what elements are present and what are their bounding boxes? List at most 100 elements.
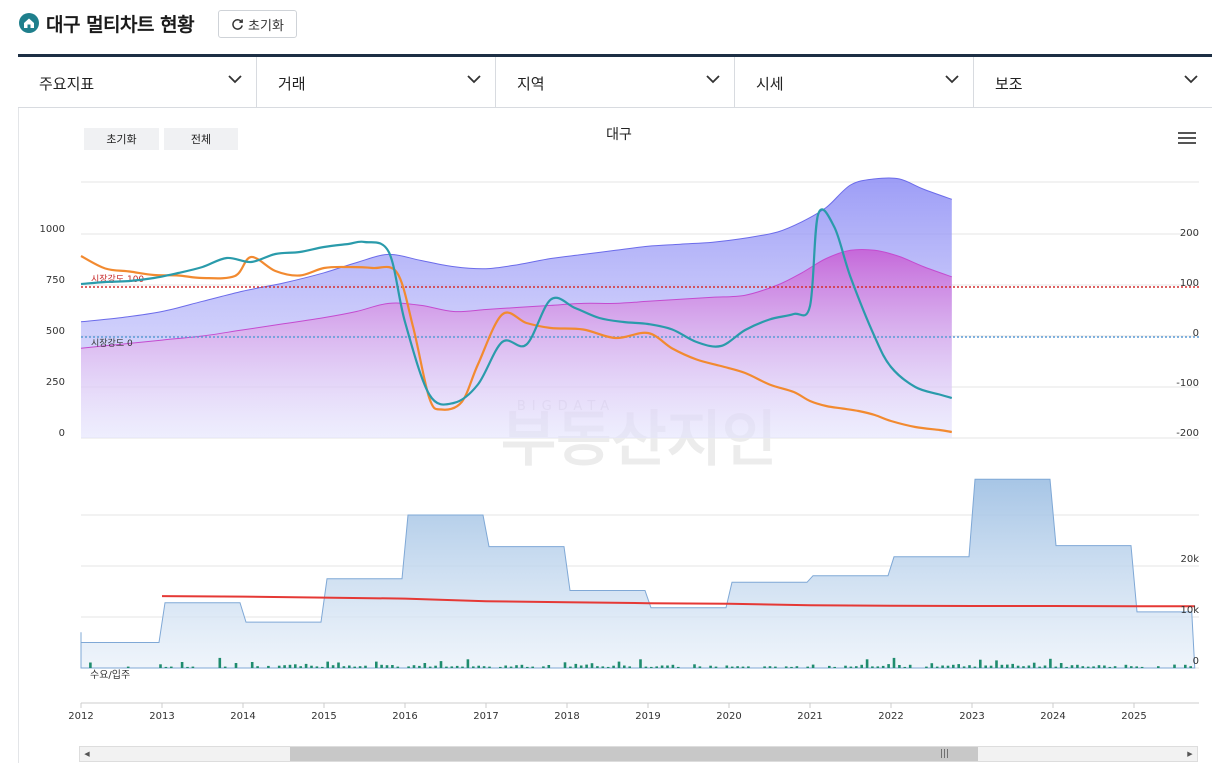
- y-right-tick-label: 100: [1180, 278, 1199, 289]
- tab-label: 보조: [995, 75, 1023, 93]
- refresh-icon: [232, 18, 243, 30]
- monthly-bar: [1113, 666, 1117, 668]
- monthly-bar: [995, 660, 998, 668]
- monthly-bar: [849, 666, 853, 668]
- chart-all-button[interactable]: 전체: [164, 128, 238, 150]
- tab-auxiliary[interactable]: 보조: [974, 57, 1212, 107]
- chart-reset-button[interactable]: 초기화: [84, 128, 159, 150]
- monthly-bar: [795, 666, 799, 668]
- y-right-tick-label: 200: [1180, 228, 1199, 239]
- monthly-bar: [590, 663, 594, 668]
- x-tick-label: 2014: [230, 711, 255, 722]
- monthly-bar: [1011, 663, 1014, 668]
- monthly-bar: [871, 666, 874, 668]
- bottom-y-label: 수요/입주: [90, 668, 130, 681]
- horizontal-scrollbar[interactable]: ◀ ||| ▶: [79, 746, 1198, 762]
- monthly-bar: [650, 666, 653, 668]
- monthly-bar: [828, 665, 831, 668]
- y-left-tick-label: 1000: [40, 224, 65, 235]
- tab-price[interactable]: 시세: [735, 57, 974, 107]
- reset-button[interactable]: 초기화: [218, 10, 297, 38]
- monthly-bar: [865, 659, 869, 668]
- tab-main-indicators[interactable]: 주요지표: [18, 57, 257, 107]
- monthly-bar: [1184, 664, 1187, 668]
- monthly-bar: [186, 666, 189, 668]
- x-tick-label: 2019: [635, 711, 660, 722]
- monthly-bar: [709, 665, 712, 668]
- monthly-bar: [542, 666, 545, 668]
- monthly-bar: [1038, 666, 1041, 668]
- monthly-bar: [1140, 666, 1144, 668]
- x-tick-label: 2023: [959, 711, 984, 722]
- menu-tabs: 주요지표 거래 지역 시세 보조: [18, 57, 1212, 108]
- monthly-bar: [962, 666, 966, 668]
- monthly-bar: [930, 663, 934, 668]
- monthly-bar: [331, 665, 335, 668]
- chevron-down-icon: [228, 75, 242, 84]
- monthly-bar: [574, 663, 578, 668]
- monthly-bar: [358, 666, 362, 668]
- chevron-down-icon: [706, 75, 720, 84]
- scroll-left-button[interactable]: ◀: [84, 750, 90, 758]
- tab-region[interactable]: 지역: [496, 57, 735, 107]
- line-teal: [80, 208, 953, 406]
- monthly-bar: [585, 664, 588, 668]
- monthly-bar: [299, 666, 302, 668]
- monthly-bar: [1070, 665, 1074, 668]
- monthly-bar: [973, 666, 977, 668]
- monthly-bar: [353, 666, 356, 668]
- hamburger-menu-icon[interactable]: [1178, 132, 1196, 146]
- monthly-bar: [170, 666, 173, 668]
- monthly-bar: [315, 666, 319, 668]
- x-tick-label: 2025: [1121, 711, 1146, 722]
- x-tick-label: 2015: [311, 711, 336, 722]
- monthly-bar: [1092, 666, 1095, 668]
- monthly-bar: [288, 664, 292, 668]
- monthly-bar: [472, 666, 475, 668]
- reference-label-100: 시장강도 100: [91, 274, 144, 285]
- monthly-bar: [860, 664, 863, 668]
- x-tick-label: 2018: [554, 711, 579, 722]
- monthly-bar: [461, 666, 464, 668]
- monthly-bar: [639, 659, 642, 668]
- monthly-bar: [887, 664, 890, 668]
- monthly-bar: [509, 666, 513, 668]
- monthly-bar: [499, 666, 502, 668]
- monthly-bar: [191, 666, 195, 668]
- monthly-bar: [1076, 664, 1079, 668]
- monthly-bar: [526, 666, 529, 668]
- monthly-bar: [488, 666, 491, 668]
- monthly-bar: [784, 666, 788, 668]
- monthly-bar: [1135, 666, 1138, 668]
- area-blue-edge: [80, 177, 952, 323]
- monthly-bar: [790, 666, 793, 668]
- monthly-bar: [250, 662, 254, 668]
- monthly-bar: [1032, 662, 1036, 668]
- tab-transaction[interactable]: 거래: [257, 57, 496, 107]
- monthly-bar: [881, 665, 885, 668]
- monthly-bar: [504, 665, 507, 668]
- monthly-bar: [925, 666, 928, 668]
- monthly-bar: [455, 665, 459, 668]
- monthly-bar: [763, 666, 766, 668]
- header-divider: [18, 54, 1212, 57]
- monthly-bar: [903, 666, 907, 668]
- x-tick-label: 2016: [392, 711, 417, 722]
- monthly-bar: [1022, 666, 1025, 668]
- monthly-bar: [666, 665, 669, 668]
- monthly-bar: [418, 665, 421, 668]
- x-tick-label: 2020: [716, 711, 741, 722]
- monthly-bar: [979, 659, 982, 668]
- monthly-bar: [984, 665, 987, 668]
- monthly-bar: [477, 665, 480, 668]
- monthly-bar: [941, 665, 944, 668]
- demand-line: [161, 595, 1195, 608]
- home-icon[interactable]: [19, 13, 39, 33]
- scrollbar-thumb[interactable]: |||: [290, 747, 978, 761]
- monthly-bar: [833, 666, 836, 668]
- monthly-bar: [855, 666, 858, 668]
- monthly-bar: [223, 666, 227, 668]
- x-tick-label: 2013: [149, 711, 174, 722]
- scroll-right-button[interactable]: ▶: [1187, 750, 1193, 758]
